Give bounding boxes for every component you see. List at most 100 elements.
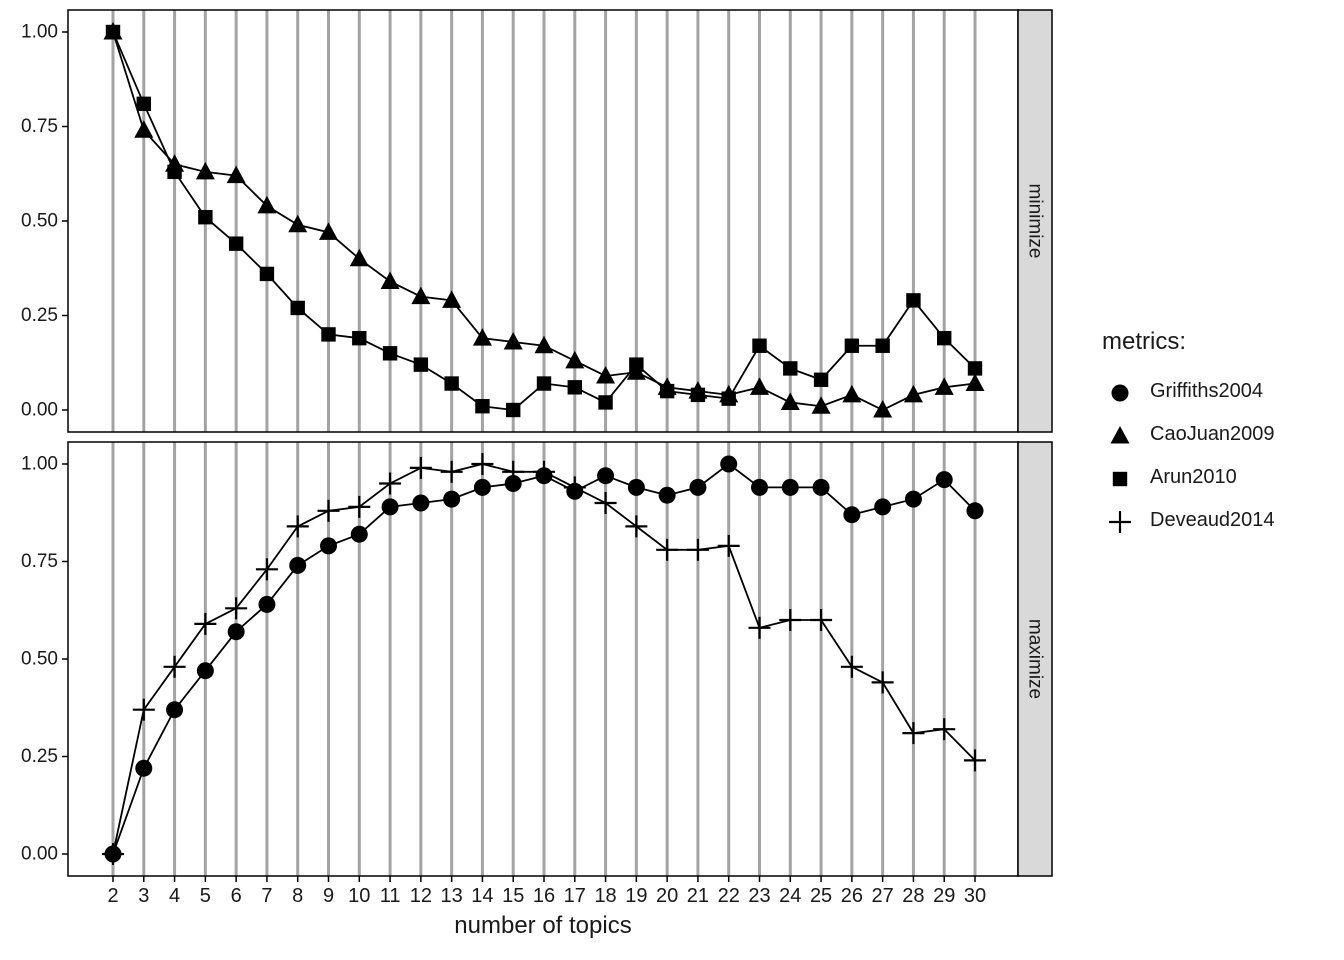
marker-CaoJuan2009 bbox=[472, 328, 492, 346]
marker-CaoJuan2009 bbox=[288, 214, 308, 233]
marker-Griffiths2004 bbox=[720, 455, 738, 473]
marker-Arun2010 bbox=[475, 399, 490, 414]
x-tick-label: 19 bbox=[625, 885, 647, 907]
marker-Arun2010 bbox=[413, 357, 429, 372]
legend-symbol-plus-icon bbox=[1109, 510, 1131, 533]
marker-Arun2010 bbox=[721, 391, 736, 406]
series-Arun2010 bbox=[105, 24, 983, 418]
y-tick-label: 0.25 bbox=[21, 305, 58, 326]
x-tick-label: 30 bbox=[964, 885, 986, 907]
y-tick-label: 0.25 bbox=[21, 746, 58, 767]
marker-Griffiths2004 bbox=[904, 490, 922, 508]
facet-strip-label: maximize bbox=[1025, 619, 1046, 699]
legend-entry: CaoJuan2009 bbox=[1102, 413, 1275, 456]
x-tick-label: 10 bbox=[348, 885, 370, 907]
x-tick-label: 4 bbox=[169, 885, 180, 907]
x-tick-label: 17 bbox=[564, 885, 586, 907]
marker-Griffiths2004 bbox=[289, 556, 307, 574]
marker-Griffiths2004 bbox=[320, 537, 337, 555]
marker-Arun2010 bbox=[690, 387, 706, 403]
marker-Griffiths2004 bbox=[381, 498, 399, 516]
marker-Griffiths2004 bbox=[196, 662, 214, 680]
x-tick-label: 27 bbox=[872, 885, 894, 907]
x-tick-label: 16 bbox=[533, 885, 555, 907]
marker-Arun2010 bbox=[198, 210, 213, 225]
marker-CaoJuan2009 bbox=[565, 350, 585, 369]
marker-CaoJuan2009 bbox=[534, 335, 554, 354]
legend-symbol-triangle-icon bbox=[1110, 425, 1130, 443]
x-tick-label: 20 bbox=[656, 885, 678, 907]
marker-Arun2010 bbox=[813, 372, 829, 387]
marker-CaoJuan2009 bbox=[811, 396, 831, 414]
gridlines bbox=[111, 10, 977, 432]
y-axis: 0.00 0.25 0.50 0.75 1.00 bbox=[21, 22, 68, 421]
legend-symbol-circle-icon bbox=[1111, 384, 1129, 401]
y-tick-label: 0.75 bbox=[21, 116, 58, 137]
marker-Arun2010 bbox=[105, 24, 121, 40]
marker-Griffiths2004 bbox=[781, 478, 799, 496]
marker-Griffiths2004 bbox=[874, 498, 892, 516]
marker-CaoJuan2009 bbox=[780, 392, 800, 410]
marker-CaoJuan2009 bbox=[134, 120, 154, 138]
marker-Arun2010 bbox=[290, 300, 305, 316]
legend-entry-label: CaoJuan2009 bbox=[1150, 423, 1275, 445]
y-tick-label: 0.50 bbox=[21, 211, 58, 232]
legend-entry: Griffiths2004 bbox=[1102, 370, 1275, 413]
marker-CaoJuan2009 bbox=[842, 384, 862, 403]
x-tick-label: 11 bbox=[380, 885, 401, 907]
marker-Arun2010 bbox=[598, 395, 613, 410]
marker-Arun2010 bbox=[844, 338, 860, 353]
series-Deveaud2014 bbox=[102, 453, 986, 865]
marker-CaoJuan2009 bbox=[257, 195, 277, 214]
marker-Arun2010 bbox=[937, 330, 952, 346]
marker-Arun2010 bbox=[629, 357, 644, 372]
y-tick-label: 0.00 bbox=[21, 400, 58, 421]
marker-Griffiths2004 bbox=[166, 701, 184, 719]
x-tick-label: 13 bbox=[441, 885, 463, 907]
legend-circle-glyph bbox=[1111, 384, 1129, 401]
marker-CaoJuan2009 bbox=[380, 271, 400, 289]
marker-Arun2010 bbox=[967, 361, 983, 376]
x-tick-label: 12 bbox=[410, 885, 432, 907]
x-tick-label: 21 bbox=[687, 885, 709, 907]
panel-minimize: 0.00 0.25 0.50 0.75 1.00 minimize bbox=[21, 9, 1053, 433]
marker-Arun2010 bbox=[228, 236, 244, 251]
x-tick-label: 26 bbox=[841, 885, 863, 907]
marker-CaoJuan2009 bbox=[195, 161, 215, 180]
marker-Arun2010 bbox=[167, 164, 182, 180]
marker-Griffiths2004 bbox=[473, 478, 491, 496]
marker-Griffiths2004 bbox=[135, 759, 153, 777]
marker-CaoJuan2009 bbox=[750, 377, 769, 395]
y-axis: 0.00 0.25 0.50 0.75 1.00 bbox=[21, 454, 68, 865]
marker-CaoJuan2009 bbox=[873, 400, 893, 418]
marker-CaoJuan2009 bbox=[411, 286, 431, 305]
legend-entry-label: Deveaud2014 bbox=[1150, 509, 1275, 531]
legend-entry: Deveaud2014 bbox=[1102, 499, 1275, 542]
facet-strip bbox=[1017, 9, 1053, 433]
x-tick-label: 22 bbox=[718, 885, 740, 907]
marker-CaoJuan2009 bbox=[226, 165, 246, 184]
legend-entry-label: Griffiths2004 bbox=[1150, 380, 1264, 402]
marker-CaoJuan2009 bbox=[442, 290, 462, 308]
x-tick-label: 3 bbox=[138, 885, 149, 907]
marker-Arun2010 bbox=[875, 338, 890, 353]
legend: metrics: Griffiths2004 CaoJuan2009 Arun201… bbox=[1102, 328, 1275, 542]
x-tick-label: 28 bbox=[902, 885, 924, 907]
marker-Arun2010 bbox=[382, 346, 398, 361]
marker-Griffiths2004 bbox=[689, 478, 707, 496]
legend-entry: Arun2010 bbox=[1102, 456, 1275, 499]
x-tick-label: 18 bbox=[594, 885, 616, 907]
marker-Arun2010 bbox=[536, 376, 552, 391]
marker-Griffiths2004 bbox=[227, 623, 245, 641]
x-tick-label: 9 bbox=[323, 885, 334, 907]
marker-Griffiths2004 bbox=[412, 494, 430, 512]
x-tick-label: 8 bbox=[292, 885, 303, 907]
x-axis-title: number of topics bbox=[454, 912, 632, 939]
marker-Griffiths2004 bbox=[751, 478, 768, 496]
y-tick-label: 0.00 bbox=[21, 844, 58, 865]
legend-title: metrics: bbox=[1102, 328, 1186, 355]
marker-Griffiths2004 bbox=[966, 502, 984, 520]
x-tick-label: 25 bbox=[810, 885, 832, 907]
marker-CaoJuan2009 bbox=[349, 248, 369, 267]
y-tick-label: 0.50 bbox=[21, 649, 58, 670]
